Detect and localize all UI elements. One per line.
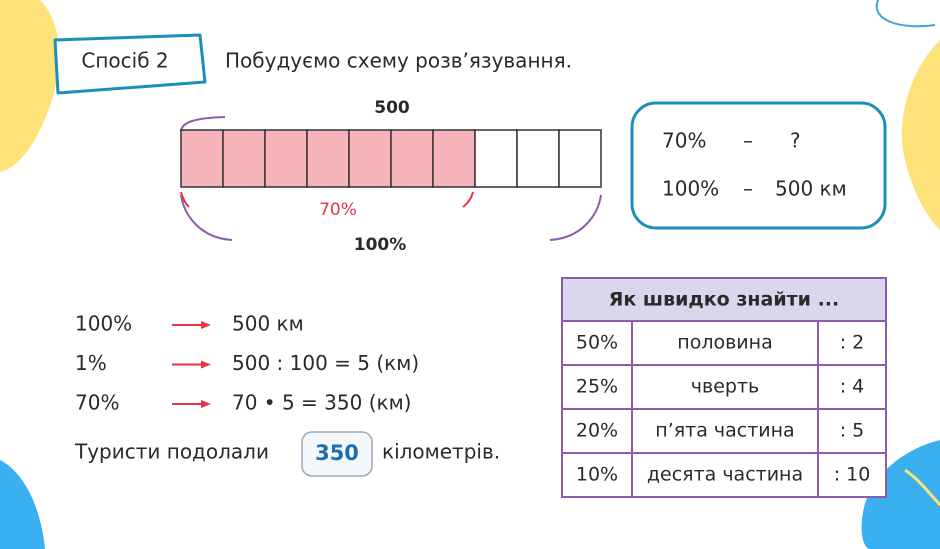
proportion-left: 70% xyxy=(662,129,706,153)
proportion-box xyxy=(630,101,887,230)
table-cell xyxy=(561,452,633,498)
heading: Побудуємо схему розв’язування. xyxy=(225,49,572,73)
step-left: 70% xyxy=(75,391,119,415)
scheme-top: 500 xyxy=(374,98,410,118)
arrow-head xyxy=(201,400,211,408)
blob xyxy=(0,0,59,172)
method-frame xyxy=(53,33,207,95)
table-cell xyxy=(817,452,887,498)
proportion-dash: – xyxy=(743,129,753,153)
bar-cell xyxy=(222,129,266,188)
scheme-part: 70% xyxy=(319,200,357,220)
table-cell-text: десята частина xyxy=(647,464,803,486)
table-title: Як швидко знайти ... xyxy=(609,289,839,311)
answer-text: кілометрів. xyxy=(382,440,500,464)
answer-value: 350 xyxy=(315,441,359,465)
bar xyxy=(180,129,602,188)
bar-cell xyxy=(348,129,392,188)
table-cell-text: 25% xyxy=(576,376,618,398)
answer-text: Туристи подолали xyxy=(74,440,269,464)
bracket xyxy=(462,191,474,208)
table-cell-text: 20% xyxy=(576,420,618,442)
table-cell-text: : 4 xyxy=(840,376,865,398)
table-cell-text: п’ята частина xyxy=(655,420,794,442)
blob xyxy=(0,460,45,549)
bar-cell xyxy=(432,129,476,188)
step-right: 500 : 100 = 5 (км) xyxy=(232,351,419,375)
table-cell-text: : 5 xyxy=(840,420,865,442)
method-label: Спосіб 2 xyxy=(81,49,168,73)
arrow-head xyxy=(201,321,211,329)
step-right: 70 • 5 = 350 (км) xyxy=(232,391,411,415)
bar-cell xyxy=(516,129,560,188)
proportion-dash: – xyxy=(743,177,753,201)
table-cell-text: 10% xyxy=(576,464,618,486)
proportion-right: ? xyxy=(790,129,801,153)
table-cell xyxy=(817,364,887,410)
bar-cell xyxy=(474,129,518,188)
table-cell xyxy=(631,320,819,366)
table-cell-text: чверть xyxy=(691,376,759,398)
bar-cell xyxy=(558,129,602,188)
proportion-left: 100% xyxy=(662,177,719,201)
bar-cell xyxy=(390,129,434,188)
table-cell-text: половина xyxy=(677,332,772,354)
scheme-whole: 100% xyxy=(354,235,407,255)
bracket xyxy=(180,194,233,241)
table-cell xyxy=(561,364,633,410)
curl xyxy=(904,468,940,507)
table-cell-text: : 2 xyxy=(840,332,865,354)
table-cell-text: : 10 xyxy=(834,464,871,486)
proportion-right: 500 км xyxy=(775,177,847,201)
curl xyxy=(875,0,936,28)
table: Як швидко знайти ... 50% половина : 2 25% чве… xyxy=(561,277,887,498)
answer-box xyxy=(301,431,373,477)
step-left: 100% xyxy=(75,312,132,336)
blob xyxy=(901,40,940,230)
table-header-bg xyxy=(561,277,887,322)
arrow-head xyxy=(201,360,211,369)
steps: 100% 500 км 1% 500 : 100 = 5 (км) 70% 70 • 5 … xyxy=(75,312,419,415)
bracket xyxy=(549,194,602,241)
bar-cell xyxy=(264,129,308,188)
step-left: 1% xyxy=(75,351,107,375)
table-cell xyxy=(631,408,819,454)
bar-cell xyxy=(306,129,350,188)
step-right: 500 км xyxy=(232,312,304,336)
bracket xyxy=(180,191,190,208)
bar-cell xyxy=(180,129,224,188)
table-cell-text: 50% xyxy=(576,332,618,354)
blob xyxy=(861,440,940,549)
